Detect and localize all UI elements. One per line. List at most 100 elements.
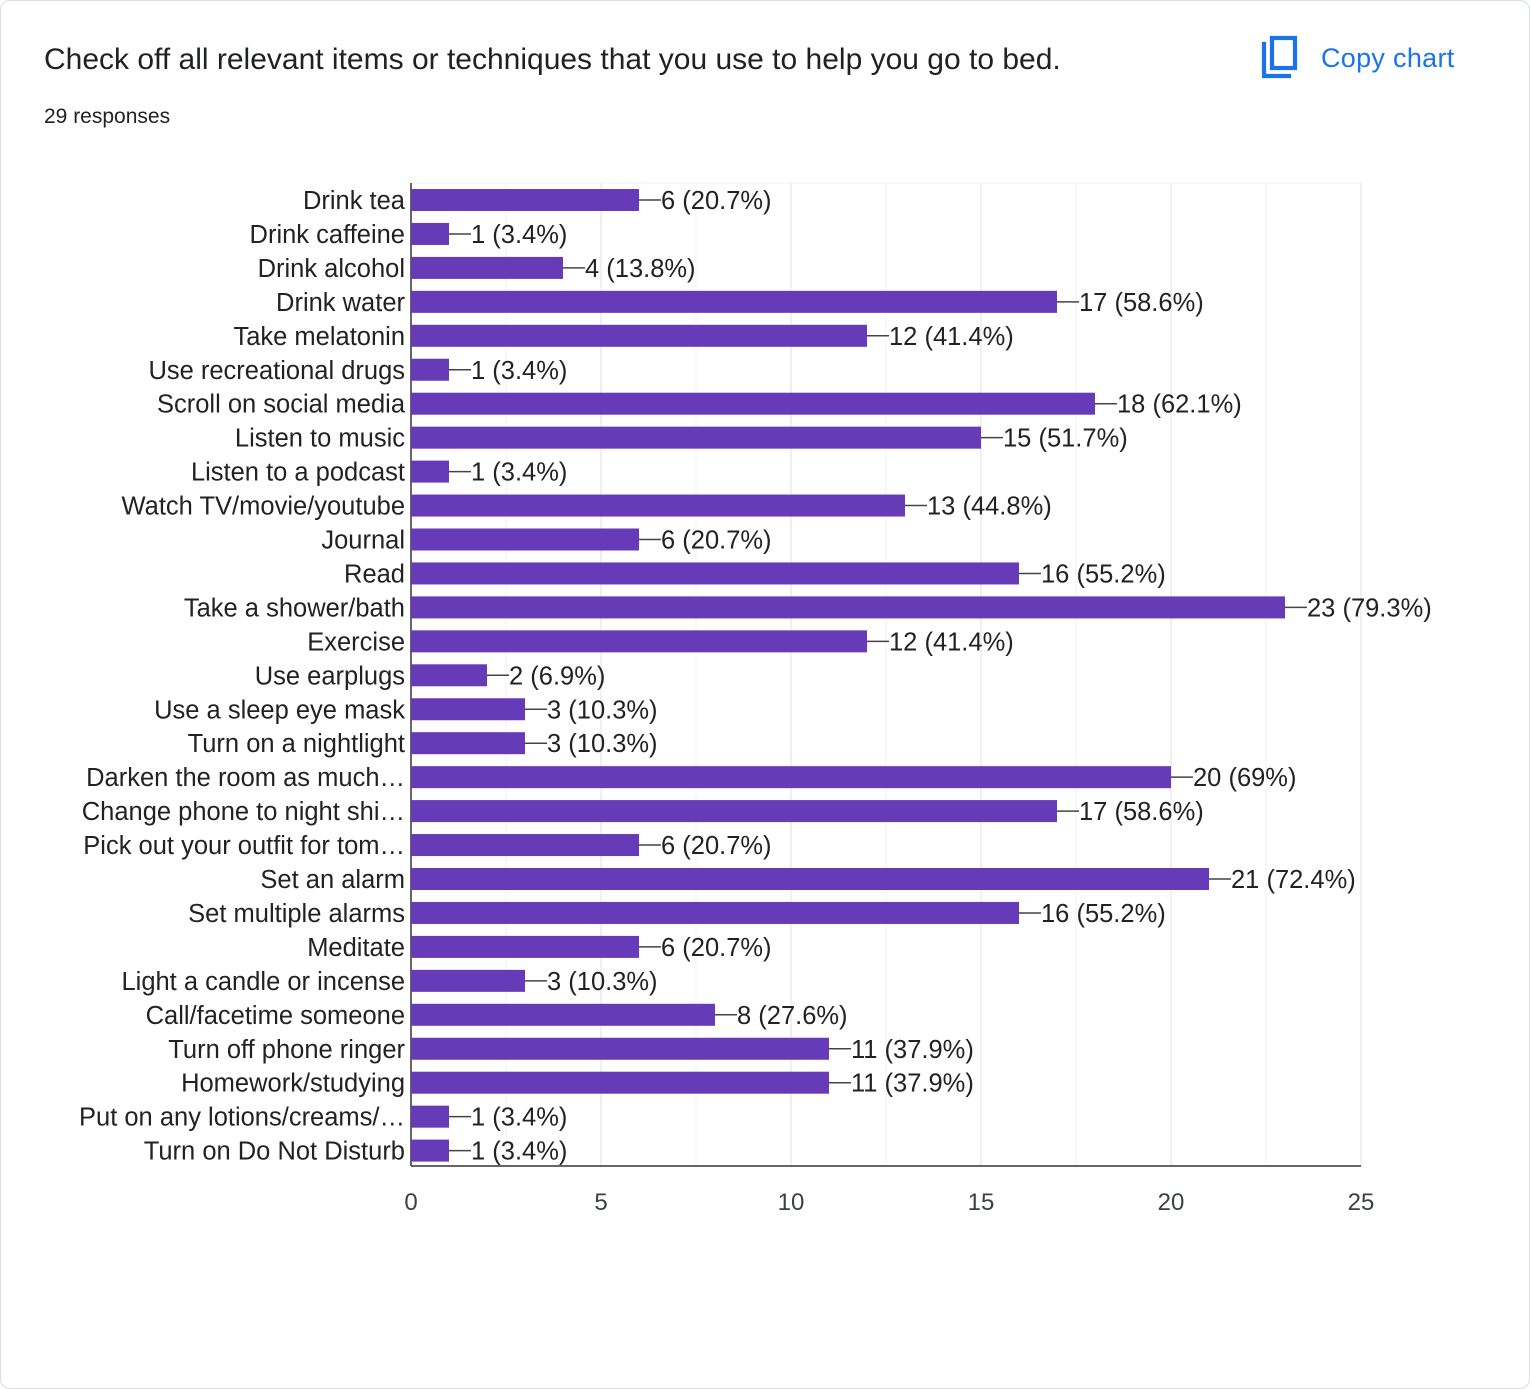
data-label: 3 (10.3%)	[547, 968, 658, 996]
data-label: 3 (10.3%)	[547, 730, 658, 758]
category-label: Watch TV/movie/youtube	[122, 493, 405, 521]
category-label: Use earplugs	[255, 662, 405, 690]
x-tick-label: 25	[1348, 1189, 1375, 1216]
data-label: 13 (44.8%)	[927, 493, 1052, 521]
bar	[411, 732, 525, 755]
category-label: Scroll on social media	[157, 391, 406, 419]
category-label: Light a candle or incense	[121, 968, 405, 996]
data-label: 12 (41.4%)	[889, 628, 1014, 656]
bar	[411, 392, 1095, 415]
data-label: 18 (62.1%)	[1117, 391, 1242, 419]
bar	[411, 834, 639, 857]
data-label: 16 (55.2%)	[1041, 560, 1166, 588]
bar	[411, 664, 487, 687]
category-label: Homework/studying	[181, 1070, 405, 1098]
data-label: 6 (20.7%)	[661, 832, 772, 860]
category-label: Take melatonin	[233, 323, 405, 351]
data-label: 15 (51.7%)	[1003, 425, 1128, 453]
x-tick-label: 20	[1158, 1189, 1185, 1216]
bar	[411, 324, 867, 347]
bar	[411, 358, 449, 381]
category-label: Darken the room as much…	[86, 764, 405, 792]
category-label: Meditate	[307, 934, 405, 962]
data-label: 1 (3.4%)	[471, 459, 567, 487]
category-label: Drink alcohol	[258, 255, 405, 283]
bar	[411, 596, 1285, 619]
data-label: 1 (3.4%)	[471, 221, 567, 249]
bar	[411, 1139, 449, 1162]
bar	[411, 222, 449, 245]
category-label: Turn on a nightlight	[188, 730, 405, 758]
category-label: Put on any lotions/creams/…	[79, 1104, 405, 1132]
category-label: Use a sleep eye mask	[154, 696, 405, 724]
category-label: Turn off phone ringer	[168, 1036, 405, 1064]
label-layer: 0 5 10 15 20 25 Drink tea 6 (20.7%) Drink caffei…	[79, 187, 1432, 1216]
bar	[411, 290, 1057, 313]
response-count: 29 responses	[44, 105, 171, 128]
data-label: 2 (6.9%)	[509, 662, 605, 690]
category-label: Drink tea	[303, 187, 406, 215]
bar	[411, 528, 639, 551]
category-label: Listen to music	[235, 425, 405, 453]
category-label: Set multiple alarms	[188, 900, 405, 928]
category-label: Journal	[321, 527, 405, 555]
data-label: 8 (27.6%)	[737, 1002, 848, 1030]
question-title: Check off all relevant items or techniqu…	[44, 43, 1061, 76]
bar	[411, 256, 563, 279]
bar	[411, 1105, 449, 1128]
data-label: 1 (3.4%)	[471, 357, 567, 385]
bar	[411, 630, 867, 653]
grid-layer	[410, 182, 1362, 1167]
category-label: Drink water	[276, 289, 405, 317]
data-label: 17 (58.6%)	[1079, 798, 1204, 826]
data-label: 1 (3.4%)	[471, 1104, 567, 1132]
bar	[411, 969, 525, 992]
bar	[411, 1003, 715, 1026]
data-label: 23 (79.3%)	[1307, 594, 1432, 622]
x-tick-label: 10	[778, 1189, 805, 1216]
bar	[411, 460, 449, 483]
x-tick-label: 0	[404, 1189, 417, 1216]
bar	[411, 800, 1057, 823]
bar	[411, 935, 639, 958]
category-label: Drink caffeine	[250, 221, 405, 249]
data-label: 20 (69%)	[1193, 764, 1296, 792]
data-label: 1 (3.4%)	[471, 1138, 567, 1166]
data-label: 3 (10.3%)	[547, 696, 658, 724]
category-label: Change phone to night shi…	[82, 798, 405, 826]
category-label: Pick out your outfit for tom…	[83, 832, 405, 860]
bar	[411, 868, 1209, 890]
category-label: Call/facetime someone	[146, 1002, 405, 1030]
x-tick-label: 15	[968, 1189, 995, 1216]
copy-chart-label: Copy chart	[1321, 42, 1455, 73]
data-label: 21 (72.4%)	[1231, 866, 1356, 894]
data-label: 11 (37.9%)	[851, 1070, 974, 1098]
bar	[411, 426, 981, 449]
bar	[411, 1037, 829, 1060]
bar	[411, 1071, 829, 1094]
category-label: Exercise	[307, 628, 405, 656]
category-label: Set an alarm	[260, 866, 405, 894]
data-label: 6 (20.7%)	[661, 934, 772, 962]
x-tick-label: 5	[594, 1189, 607, 1216]
data-label: 16 (55.2%)	[1041, 900, 1166, 928]
bar-layer	[411, 189, 1285, 1162]
data-label: 6 (20.7%)	[661, 187, 772, 215]
data-label: 12 (41.4%)	[889, 323, 1014, 351]
data-label: 6 (20.7%)	[661, 527, 772, 555]
bar	[411, 494, 905, 517]
bar	[411, 562, 1019, 585]
category-label: Turn on Do Not Disturb	[144, 1138, 405, 1166]
category-label: Take a shower/bath	[184, 594, 405, 622]
category-label: Read	[344, 560, 405, 588]
category-label: Use recreational drugs	[148, 357, 405, 385]
data-label: 4 (13.8%)	[585, 255, 696, 283]
bar	[411, 901, 1019, 924]
data-label: 11 (37.9%)	[851, 1036, 974, 1064]
copy-chart-button[interactable]: Copy chart	[1259, 33, 1455, 83]
copy-icon	[1261, 35, 1298, 79]
category-label: Listen to a podcast	[191, 459, 405, 487]
data-label: 17 (58.6%)	[1079, 289, 1204, 317]
